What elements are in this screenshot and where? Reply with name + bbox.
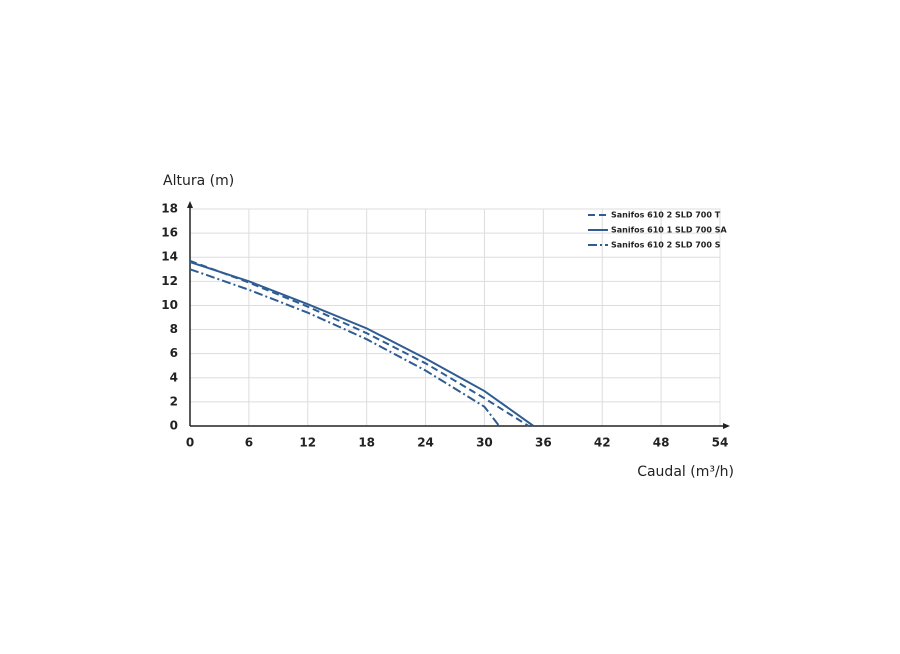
x-tick-label: 42 xyxy=(594,436,611,450)
y-tick-label: 4 xyxy=(170,370,178,384)
legend-label: Sanifos 610 1 SLD 700 SA xyxy=(611,226,727,235)
legend-label: Sanifos 610 2 SLD 700 S xyxy=(611,241,721,250)
y-tick-label: 0 xyxy=(170,419,178,433)
x-tick-label: 54 xyxy=(712,436,729,450)
x-tick-label: 6 xyxy=(245,436,253,450)
x-tick-label: 30 xyxy=(476,436,493,450)
y-tick-label: 12 xyxy=(161,274,178,288)
y-tick-label: 10 xyxy=(161,298,178,312)
y-tick-label: 2 xyxy=(170,394,178,408)
y-axis-arrow xyxy=(187,201,193,208)
x-tick-label: 36 xyxy=(535,436,552,450)
y-tick-label: 6 xyxy=(170,346,178,360)
y-tick-label: 14 xyxy=(161,250,178,264)
x-tick-label: 0 xyxy=(186,436,194,450)
y-tick-label: 8 xyxy=(170,322,178,336)
x-tick-label: 18 xyxy=(358,436,375,450)
series-line xyxy=(189,268,500,427)
x-axis-arrow xyxy=(723,423,730,429)
x-axis-label: Caudal (m³/h) xyxy=(637,464,734,480)
series-line xyxy=(189,259,530,427)
x-tick-label: 48 xyxy=(653,436,670,450)
series-line xyxy=(189,261,535,427)
x-tick-label: 12 xyxy=(299,436,316,450)
y-axis-label: Altura (m) xyxy=(163,173,234,189)
x-tick-label: 24 xyxy=(417,436,434,450)
legend-label: Sanifos 610 2 SLD 700 T xyxy=(611,211,721,220)
y-tick-label: 18 xyxy=(161,202,178,216)
plot-area xyxy=(189,208,721,427)
y-tick-label: 16 xyxy=(161,226,178,240)
